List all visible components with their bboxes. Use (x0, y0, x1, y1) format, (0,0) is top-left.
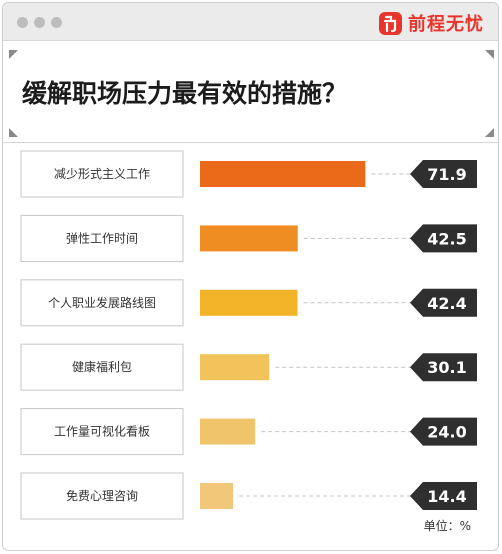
bar-chart: 减少形式主义工作 71.9 弹性工作时间 42.5 个人职业发展路线图 42.4 健康福利包… (20, 150, 477, 520)
category-box (20, 408, 184, 456)
value-tag (410, 482, 477, 510)
value-tag (410, 224, 477, 253)
category-label: 工作量可视化看板 (54, 424, 150, 439)
category-label: 弹性工作时间 (66, 231, 138, 245)
window-dot-icon (17, 17, 28, 28)
category-label: 免费心理咨询 (66, 488, 138, 503)
divider (3, 142, 498, 143)
value-label: 42.5 (427, 229, 466, 248)
bar (200, 289, 298, 316)
value-label: 24.0 (427, 423, 466, 442)
value-tag (410, 288, 477, 317)
unit-label: 单位：% (423, 519, 471, 533)
category-label: 健康福利包 (72, 359, 132, 374)
category-box (20, 343, 184, 391)
corner-mark (485, 128, 494, 137)
bar (200, 161, 366, 187)
value-label: 71.9 (427, 165, 466, 184)
value-label: 30.1 (427, 358, 466, 377)
brand-logo: 前程无忧 (379, 11, 484, 35)
bar (200, 418, 256, 445)
corner-mark (485, 50, 494, 59)
category-box (20, 150, 184, 198)
chart-title: 缓解职场压力最有效的措施？ (22, 79, 348, 108)
value-tag (410, 160, 477, 188)
category-label: 个人职业发展路线图 (48, 295, 156, 310)
category-box (20, 472, 184, 520)
category-box (20, 279, 184, 327)
category-box (20, 214, 184, 262)
value-tag (410, 417, 477, 446)
title-panel: 缓解职场压力最有效的措施？ (9, 50, 494, 137)
bar (200, 225, 298, 252)
corner-mark (9, 128, 18, 137)
qiancheng-logo-icon (379, 11, 402, 35)
window-dot-icon (51, 17, 62, 28)
window-dot-icon (34, 17, 45, 28)
bar (200, 354, 270, 381)
window-titlebar: 前程无忧 (3, 3, 498, 41)
bar (200, 483, 234, 509)
value-tag (410, 353, 477, 382)
value-label: 42.4 (427, 294, 466, 313)
category-label: 减少形式主义工作 (54, 167, 150, 181)
brand-name: 前程无忧 (408, 14, 484, 35)
value-label: 14.4 (427, 487, 466, 506)
corner-mark (9, 50, 18, 59)
